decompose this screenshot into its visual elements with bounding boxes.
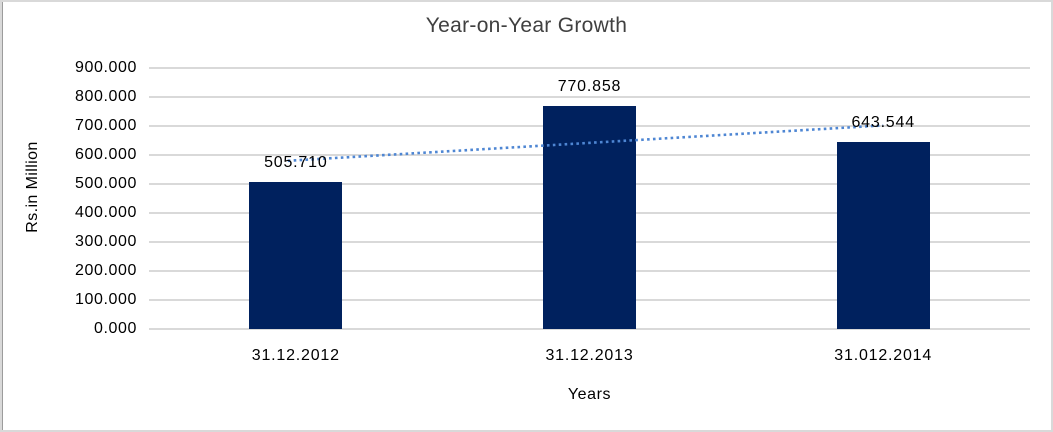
y-tick-label: 300.000	[74, 233, 137, 250]
chart-title: Year-on-Year Growth	[425, 14, 628, 37]
bar	[249, 182, 343, 329]
y-tick-label: 200.000	[74, 262, 137, 279]
gridline	[149, 328, 1030, 330]
bar-value-label: 770.858	[557, 77, 622, 95]
y-tick-label: 900.000	[74, 59, 137, 76]
bar-value-label: 505.710	[264, 154, 328, 172]
x-axis-title: Years	[567, 386, 612, 403]
bar-value-label: 643.544	[851, 114, 915, 132]
y-tick-label: 0.000	[93, 320, 137, 337]
y-tick-label: 100.000	[74, 291, 137, 308]
x-category-label: 31.012.2014	[834, 347, 933, 364]
y-tick-label: 700.000	[74, 117, 137, 134]
y-tick-label: 500.000	[74, 175, 137, 192]
x-category-label: 31.12.2013	[545, 347, 634, 364]
y-axis-title: Rs.in Million	[24, 141, 41, 233]
bar	[836, 142, 930, 329]
bar	[543, 105, 636, 329]
y-tick-label: 800.000	[74, 88, 137, 105]
y-tick-label: 400.000	[74, 204, 137, 221]
gridline	[149, 96, 1030, 98]
x-category-label: 31.12.2012	[251, 347, 340, 364]
gridline	[149, 67, 1030, 69]
y-tick-label: 600.000	[74, 146, 137, 163]
